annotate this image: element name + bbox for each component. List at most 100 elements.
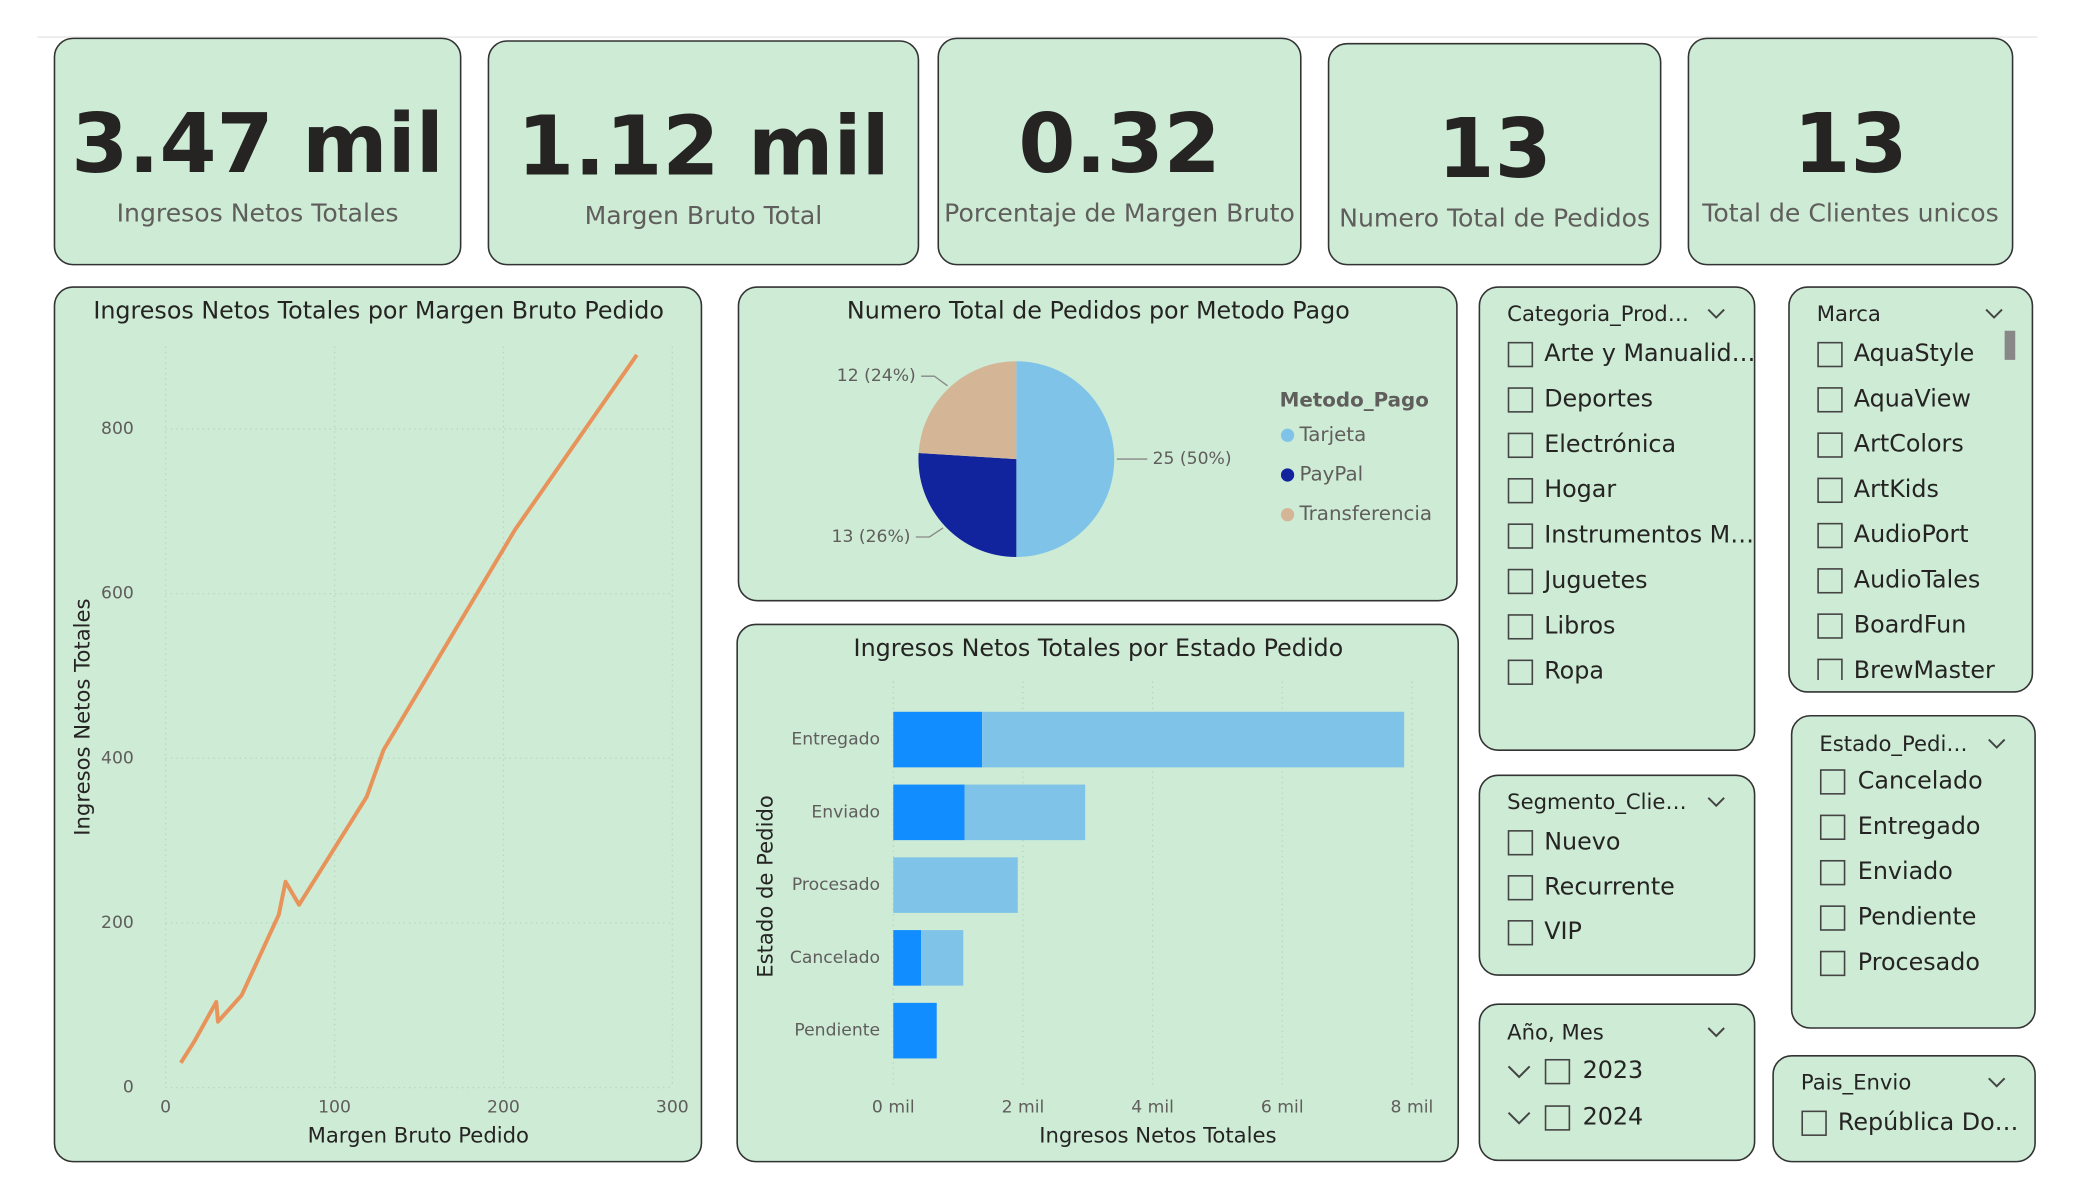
checkbox[interactable] [1817,432,1843,458]
slicer-item[interactable]: Entregado [1858,812,1981,840]
slicer-dropdown[interactable] [1988,1077,2006,1088]
data-label: 12 (24%) [837,366,916,386]
scrollbar[interactable] [2004,330,2016,360]
bar-segment [893,857,1018,913]
slicer-item[interactable]: Juguetes [1542,566,1647,594]
slicer-item[interactable]: Recurrente [1544,872,1675,900]
slicer-item[interactable]: Nuevo [1544,827,1620,855]
slicer-dropdown[interactable] [1985,308,2003,319]
slicer-item[interactable]: Deportes [1544,384,1653,412]
expand-toggle[interactable] [1507,1111,1531,1125]
slicer-item[interactable]: BoardFun [1854,611,1967,639]
slicer-item[interactable]: ArtKids [1854,475,1939,503]
slicer-item[interactable]: VIP [1544,917,1582,945]
x-tick-label: 0 [160,1097,171,1117]
slicer-item[interactable]: Electrónica [1544,430,1676,458]
checkbox[interactable] [1507,875,1534,901]
checkbox[interactable] [1801,1110,1827,1136]
kpi-label: Ingresos Netos Totales [117,198,399,227]
checkbox[interactable] [1817,387,1843,413]
slicer-title: Año, Mes [1507,1019,1604,1044]
checkbox[interactable] [1817,568,1843,594]
checkbox[interactable] [1507,341,1534,368]
slicer-dropdown[interactable] [1707,797,1725,808]
slicer-item[interactable]: Ropa [1544,657,1604,685]
slicer-item[interactable]: ArtColors [1854,430,1964,458]
slicer-item[interactable]: Procesado [1858,948,1980,976]
legend-label: Transferencia [1298,502,1432,525]
slicer-items: AquaStyle AquaView ArtColors ArtKids AudioPo… [1817,339,1995,684]
slicer-item[interactable]: 2023 [1583,1056,1644,1084]
slicer-item[interactable]: BrewMaster [1854,656,1995,684]
legend-marker [1280,428,1295,442]
checkbox[interactable] [1507,478,1534,504]
kpi-value: 13 [1438,102,1552,197]
slicer-dropdown[interactable] [1988,738,2006,749]
kpi-label: Numero Total de Pedidos [1339,204,1650,233]
checkbox[interactable] [1507,432,1534,459]
slicer-item[interactable]: República Do… [1838,1108,2019,1136]
checkbox[interactable] [1544,1105,1571,1131]
checkbox[interactable] [1819,769,1846,795]
slicer-title: Categoria_Prod… [1507,301,1689,326]
slicer-item[interactable]: AudioPort [1854,520,1969,548]
checkbox[interactable] [1544,1058,1571,1085]
kpi-value: 3.47 mil [71,97,444,192]
y-tick-label: Cancelado [790,948,880,968]
leader-line [921,375,948,387]
checkbox[interactable] [1507,659,1534,685]
checkbox[interactable] [1819,814,1846,840]
slicer-item[interactable]: AquaView [1854,384,1971,412]
checkbox[interactable] [1507,523,1534,549]
slicer-item[interactable]: Libros [1544,611,1615,639]
checkbox[interactable] [1507,387,1534,413]
checkbox[interactable] [1819,859,1846,886]
slicer-item[interactable]: Enviado [1858,857,1953,885]
slicer-dropdown[interactable] [1707,308,1725,319]
expand-toggle[interactable] [1507,1065,1531,1079]
slicer-item[interactable]: 2024 [1583,1102,1644,1130]
checkbox[interactable] [1507,614,1534,640]
x-tick-label: 0 mil [872,1097,915,1117]
bar-segment [964,784,1086,841]
slicer [1772,1054,2036,1163]
checkbox[interactable] [1819,950,1846,977]
slicer-item[interactable]: Hogar [1544,475,1616,503]
kpi-value: 13 [1793,97,1907,192]
slicer-item[interactable]: Pendiente [1858,903,1977,931]
x-tick-label: 4 mil [1131,1097,1174,1117]
checkbox[interactable] [1507,830,1534,856]
checkbox[interactable] [1817,613,1843,639]
slicer-item[interactable]: Instrumentos M… [1544,521,1754,549]
y-tick-label: Procesado [792,875,880,895]
slicer-title: Estado_Pedi… [1819,731,1967,756]
kpi-card [53,37,462,266]
checkbox[interactable] [1817,341,1843,368]
y-tick-label: 400 [101,748,134,768]
bar-segment [893,711,983,768]
kpi-label: Margen Bruto Total [585,201,823,230]
kpi-label: Total de Clientes unicos [1701,198,1998,227]
checkbox[interactable] [1817,477,1843,504]
chart-title: Ingresos Netos Totales por Margen Bruto … [93,297,664,325]
slicer-item[interactable]: AquaStyle [1854,339,1974,367]
x-tick-label: 2 mil [1002,1097,1045,1117]
checkbox[interactable] [1819,905,1846,931]
checkbox[interactable] [1507,920,1534,946]
slicer-dropdown[interactable] [1707,1027,1725,1038]
checkbox[interactable] [1817,658,1843,683]
legend-label: Tarjeta [1298,423,1366,446]
slicer-item[interactable]: Arte y Manualid… [1544,339,1755,367]
slicer [1788,286,2034,693]
slicer-item[interactable]: AudioTales [1854,565,1980,593]
checkbox[interactable] [1507,568,1534,595]
data-label: 13 (26%) [832,527,911,547]
kpi-value: 0.32 [1018,97,1220,192]
legend-marker [1280,468,1295,482]
y-tick-label: 200 [101,913,134,933]
slicer-item[interactable]: Cancelado [1858,766,1983,794]
slicer [1790,714,2036,1029]
legend-title: Metodo_Pago [1280,388,1429,411]
checkbox[interactable] [1817,522,1843,549]
